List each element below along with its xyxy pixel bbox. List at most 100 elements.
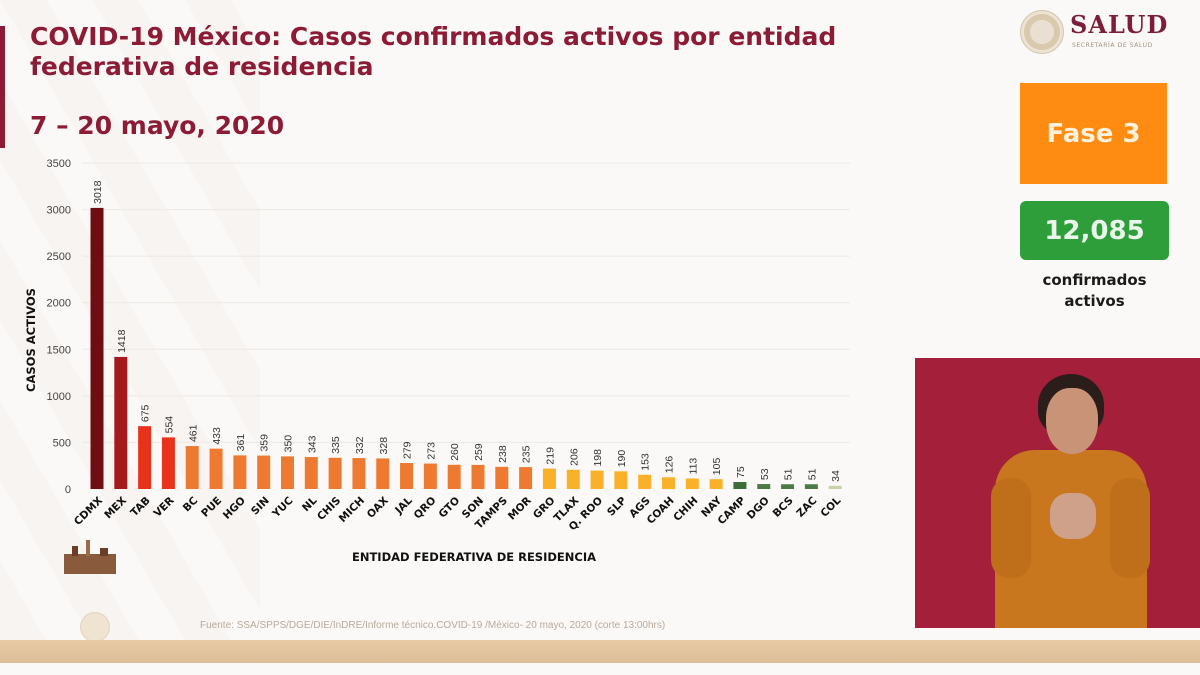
category-label: QRO	[412, 495, 439, 522]
category-label: COAH	[645, 495, 677, 527]
bar	[161, 437, 175, 489]
date-range: 7 – 20 mayo, 2020	[30, 111, 285, 140]
value-label: 238	[497, 445, 509, 463]
y-tick-label: 3500	[47, 158, 71, 170]
bar	[447, 464, 461, 489]
bar	[828, 485, 842, 489]
value-label: 332	[354, 436, 366, 454]
category-label: HGO	[221, 495, 248, 522]
bar	[804, 484, 818, 489]
value-label: 3018	[92, 180, 104, 204]
y-axis-ticks: 0 500 1000 1500 2000 2500 3000 3500	[47, 158, 71, 496]
bar	[114, 356, 128, 489]
y-tick-label: 2500	[47, 251, 71, 263]
category-label: PUE	[199, 495, 224, 520]
active-count-label-line1: confirmados	[1042, 271, 1147, 289]
value-label: 328	[378, 437, 390, 455]
value-label: 1418	[116, 329, 128, 353]
category-label: NL	[300, 494, 320, 514]
value-label: 350	[283, 435, 295, 453]
logo-subtitle: SECRETARÍA DE SALUD	[1072, 42, 1153, 49]
category-label: COL	[818, 494, 843, 519]
value-label: 273	[425, 442, 437, 460]
value-label: 675	[140, 404, 152, 422]
y-tick-label: 0	[65, 484, 71, 496]
bar	[519, 467, 533, 489]
bar	[685, 478, 699, 489]
value-label: 75	[735, 466, 747, 478]
bar	[257, 455, 271, 489]
bar-chart: 0 500 1000 1500 2000 2500 3000 3500 3018 1418 675…	[24, 158, 850, 564]
bar	[281, 456, 294, 489]
bar	[662, 477, 675, 489]
category-label: OAX	[365, 495, 391, 521]
value-label: 153	[640, 453, 652, 471]
value-label: 51	[783, 468, 795, 480]
value-labels: 3018 1418 675 554 461 433 361 359 350 343 335 332 32…	[92, 180, 842, 481]
national-seal-icon	[1020, 10, 1064, 54]
category-label: SLP	[605, 494, 629, 518]
category-label: SIN	[249, 495, 272, 518]
value-label: 361	[235, 434, 247, 452]
bar	[304, 457, 318, 489]
bar	[233, 455, 247, 489]
bar	[566, 469, 580, 489]
active-count-label-line2: activos	[1064, 292, 1125, 310]
category-label: BCS	[771, 495, 796, 520]
value-label: 219	[544, 447, 556, 465]
title-accent-bar	[0, 26, 5, 148]
interpreter-head	[1046, 388, 1098, 454]
bar	[328, 457, 342, 489]
y-tick-label: 1500	[47, 344, 71, 356]
value-label: 554	[163, 416, 175, 434]
bar	[614, 471, 628, 489]
value-label: 461	[187, 424, 199, 442]
category-label: GTO	[436, 495, 462, 521]
bar	[709, 479, 723, 489]
value-label: 113	[687, 458, 699, 475]
value-label: 190	[616, 450, 628, 468]
value-label: 259	[473, 443, 485, 461]
bar	[185, 446, 199, 489]
bar	[138, 426, 152, 489]
footer-seal-icon	[80, 612, 110, 642]
category-label: CDMX	[72, 495, 105, 528]
bar	[352, 458, 366, 489]
value-label: 343	[306, 435, 318, 453]
salud-logo: SALUD SECRETARÍA DE SALUD	[1018, 8, 1178, 56]
y-axis-title: CASOS ACTIVOS	[24, 288, 38, 392]
value-label: 34	[830, 470, 842, 482]
category-label: ZAC	[794, 494, 819, 519]
heroes-illustration-icon	[64, 540, 116, 574]
bar	[781, 484, 795, 489]
category-label: YUC	[270, 494, 296, 520]
logo-name: SALUD	[1070, 10, 1169, 39]
page-title: COVID-19 México: Casos confirmados activ…	[30, 22, 837, 81]
value-label: 279	[402, 441, 414, 459]
y-tick-label: 1000	[47, 391, 71, 403]
category-label: MICH	[337, 495, 367, 525]
category-label: TAB	[128, 495, 152, 519]
y-tick-label: 3000	[47, 205, 71, 217]
y-tick-label: 500	[53, 437, 71, 449]
grid-lines	[82, 162, 850, 443]
value-label: 235	[521, 445, 533, 463]
active-count-label: confirmados activos	[1020, 270, 1169, 312]
bar	[90, 207, 104, 490]
interpreter-hands	[1050, 493, 1096, 539]
bar	[638, 474, 652, 489]
sign-language-interpreter-video	[915, 358, 1200, 628]
bar	[423, 463, 437, 489]
bar	[495, 466, 509, 489]
interpreter-right-arm	[1110, 478, 1150, 578]
footer-band	[0, 640, 1200, 663]
active-count-badge: 12,085	[1020, 201, 1169, 260]
bar	[209, 448, 223, 489]
value-label: 359	[259, 434, 271, 452]
value-label: 433	[211, 427, 223, 445]
y-tick-label: 2000	[47, 298, 71, 310]
value-label: 198	[592, 449, 604, 467]
value-label: 335	[330, 436, 342, 454]
value-label: 260	[449, 443, 461, 461]
